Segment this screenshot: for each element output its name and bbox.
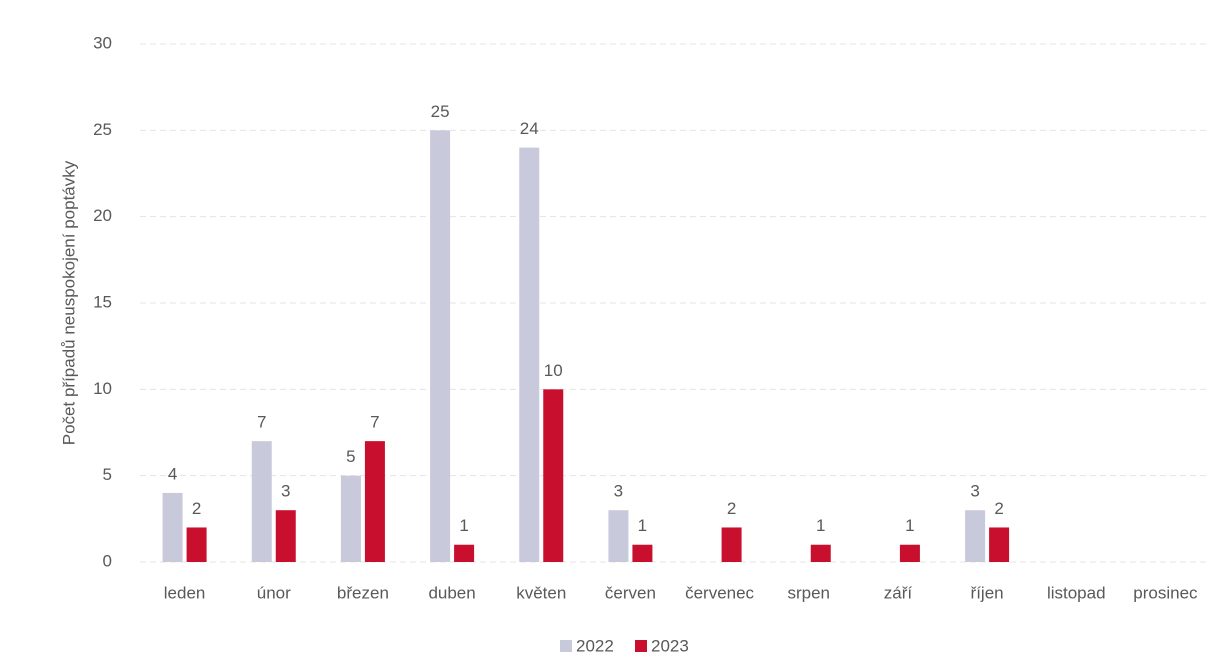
y-tick-label: 20 — [93, 206, 112, 225]
data-label: 2 — [727, 499, 736, 518]
x-tick-label: březen — [337, 583, 389, 602]
y-tick-label: 15 — [93, 292, 112, 311]
data-label: 7 — [370, 413, 379, 432]
x-tick-label: listopad — [1047, 583, 1106, 602]
data-label: 10 — [544, 361, 563, 380]
x-tick-label: květen — [516, 583, 566, 602]
x-tick-label: červenec — [685, 583, 754, 602]
data-label: 3 — [970, 482, 979, 501]
data-label: 5 — [346, 447, 355, 466]
data-label: 4 — [168, 464, 177, 483]
y-tick-label: 25 — [93, 120, 112, 139]
data-label: 1 — [905, 516, 914, 535]
bar — [632, 544, 653, 562]
data-label: 24 — [520, 119, 539, 138]
y-tick-label: 0 — [103, 551, 112, 570]
data-label: 3 — [281, 482, 290, 501]
data-label: 7 — [257, 413, 266, 432]
bar — [364, 441, 385, 562]
data-label: 1 — [638, 516, 647, 535]
legend-swatch — [560, 640, 572, 652]
x-tick-label: leden — [164, 583, 206, 602]
x-tick-label: červen — [605, 583, 656, 602]
data-label: 3 — [614, 482, 623, 501]
x-tick-label: prosinec — [1133, 583, 1198, 602]
bar — [965, 510, 986, 562]
data-label: 1 — [459, 516, 468, 535]
bar — [162, 492, 183, 562]
y-axis-label: Počet případů neuspokojení poptávky — [59, 160, 78, 445]
data-label: 1 — [816, 516, 825, 535]
data-label: 2 — [192, 499, 201, 518]
bar — [608, 510, 629, 562]
x-tick-label: říjen — [971, 583, 1004, 602]
bar — [810, 544, 831, 562]
x-tick-label: srpen — [787, 583, 830, 602]
bar — [989, 527, 1010, 562]
y-tick-label: 30 — [93, 33, 112, 52]
bar — [721, 527, 742, 562]
bar — [430, 130, 451, 563]
x-tick-label: září — [884, 583, 913, 602]
bar — [454, 544, 475, 562]
y-tick-label: 10 — [93, 379, 112, 398]
y-tick-label: 5 — [103, 465, 112, 484]
data-label: 2 — [994, 499, 1003, 518]
bar — [340, 475, 361, 562]
legend-label: 2023 — [651, 636, 689, 655]
bar — [543, 389, 564, 562]
bar — [186, 527, 207, 562]
x-tick-label: duben — [428, 583, 475, 602]
legend-swatch — [635, 640, 647, 652]
bar — [519, 147, 540, 562]
bar — [275, 510, 296, 562]
bar — [251, 441, 272, 562]
legend-label: 2022 — [576, 636, 614, 655]
x-tick-label: únor — [257, 583, 291, 602]
bar — [899, 544, 920, 562]
data-label: 25 — [431, 102, 450, 121]
